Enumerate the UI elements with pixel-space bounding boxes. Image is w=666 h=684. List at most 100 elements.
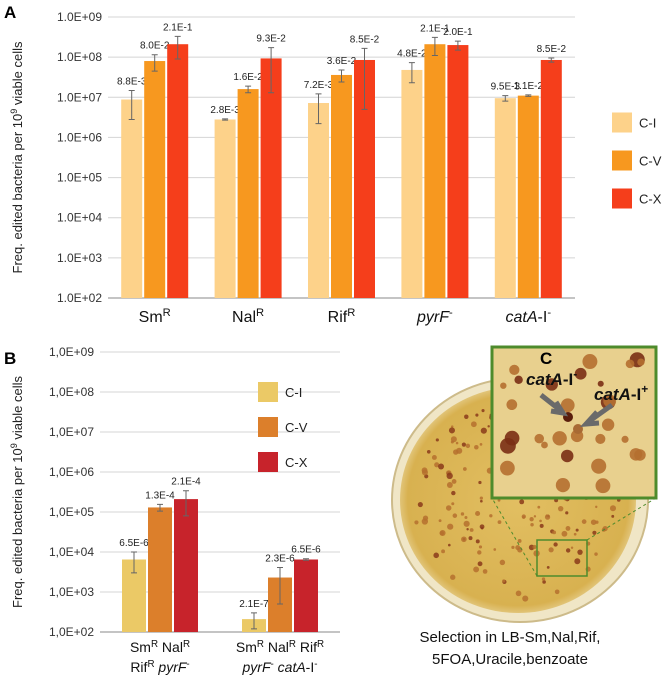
colony [474, 444, 479, 450]
colony [552, 530, 557, 535]
y-tick-label: 1,0E+06 [49, 465, 94, 479]
colony [477, 561, 483, 567]
value-label: 6.5E-6 [119, 538, 149, 549]
text-segment: Rif [130, 659, 147, 675]
value-label: 8.0E-2 [140, 41, 170, 52]
value-label: 9.3E-2 [256, 34, 286, 45]
error-bar [431, 36, 438, 56]
text-segment: R [347, 307, 355, 319]
colony [469, 528, 474, 532]
colony [537, 505, 541, 509]
colony [421, 469, 428, 476]
colony [464, 414, 469, 419]
colony [573, 532, 577, 536]
legend-label: C-I [285, 385, 302, 400]
colony [603, 394, 617, 408]
error-bar [222, 118, 229, 121]
error-bar [315, 93, 322, 125]
colony [421, 518, 429, 525]
colony [453, 449, 459, 455]
y-tick-label: 1.0E+05 [57, 171, 102, 185]
colony [497, 520, 502, 524]
value-label: 8.5E-2 [537, 44, 567, 55]
value-label: 7.2E-3 [304, 80, 334, 91]
error-bar [131, 551, 137, 574]
legend-label: C-X [285, 455, 308, 470]
colony [555, 478, 571, 493]
colony [473, 566, 480, 573]
bar [354, 59, 375, 299]
colony [462, 467, 467, 471]
colony [552, 431, 567, 446]
panel-label: A [4, 3, 16, 22]
colony [611, 514, 615, 518]
colony [565, 525, 571, 531]
colony [519, 499, 525, 505]
colony [434, 462, 440, 468]
text-segment: viable cells [10, 376, 25, 444]
bar [447, 45, 469, 298]
colony [581, 519, 587, 524]
colony [433, 552, 439, 559]
colony [414, 520, 419, 525]
colony [461, 442, 466, 447]
arrow [539, 393, 569, 417]
colony [450, 574, 456, 580]
text-segment: 9 [9, 109, 19, 114]
colony [561, 530, 568, 537]
colony [590, 519, 597, 525]
text-segment: R [289, 639, 296, 650]
colony [557, 505, 564, 512]
colony [546, 565, 550, 569]
colony [451, 479, 457, 484]
y-tick-label: 1,0E+05 [49, 505, 94, 519]
y-tick-label: 1.0E+02 [57, 291, 102, 305]
colony [545, 514, 549, 517]
colony [479, 496, 483, 500]
colony [466, 528, 469, 531]
colony [445, 505, 452, 511]
error-bar [183, 490, 189, 517]
text-segment: - [314, 659, 317, 670]
colony [478, 480, 482, 485]
text-segment: Nal [264, 639, 289, 655]
value-label: 4.8E-2 [397, 49, 427, 60]
y-tick-label: 1.0E+06 [57, 130, 102, 144]
text-segment: catA [594, 385, 631, 404]
caption: 5FOA,Uracile,benzoate [432, 651, 588, 668]
colony [480, 427, 487, 434]
x-tick-label: pyrF- catA-I- [242, 659, 318, 676]
y-tick-label: 1,0E+07 [49, 425, 94, 439]
text-segment: R [257, 639, 264, 650]
y-tick-label: 1,0E+04 [49, 545, 94, 559]
value-label: 2.1E-1 [420, 23, 450, 34]
panel-label: B [4, 349, 16, 368]
colony [554, 589, 560, 595]
y-tick-label: 1.0E+03 [57, 251, 102, 265]
colony [532, 544, 537, 550]
legend-swatch [258, 417, 278, 437]
bar [294, 559, 318, 632]
colony [478, 545, 483, 549]
legend-swatch [258, 452, 278, 472]
text-segment: catA [278, 659, 306, 675]
colony [441, 549, 445, 554]
value-label: 2.3E-6 [265, 553, 295, 564]
text-segment: R [147, 659, 154, 670]
colony [502, 579, 506, 583]
bar [144, 61, 166, 299]
colony [504, 430, 520, 446]
bar [237, 89, 259, 298]
value-label: 8.8E-3 [117, 76, 147, 87]
colony [595, 505, 598, 509]
value-label: 2.1E-1 [163, 22, 193, 33]
text-segment: R [151, 639, 158, 650]
colony [451, 490, 456, 496]
text-segment: R [256, 307, 264, 319]
text-segment: - [449, 307, 453, 319]
colony [539, 523, 544, 528]
colony [517, 539, 522, 543]
colony [475, 539, 480, 544]
text-segment: catA [506, 309, 538, 326]
colony [597, 380, 604, 387]
